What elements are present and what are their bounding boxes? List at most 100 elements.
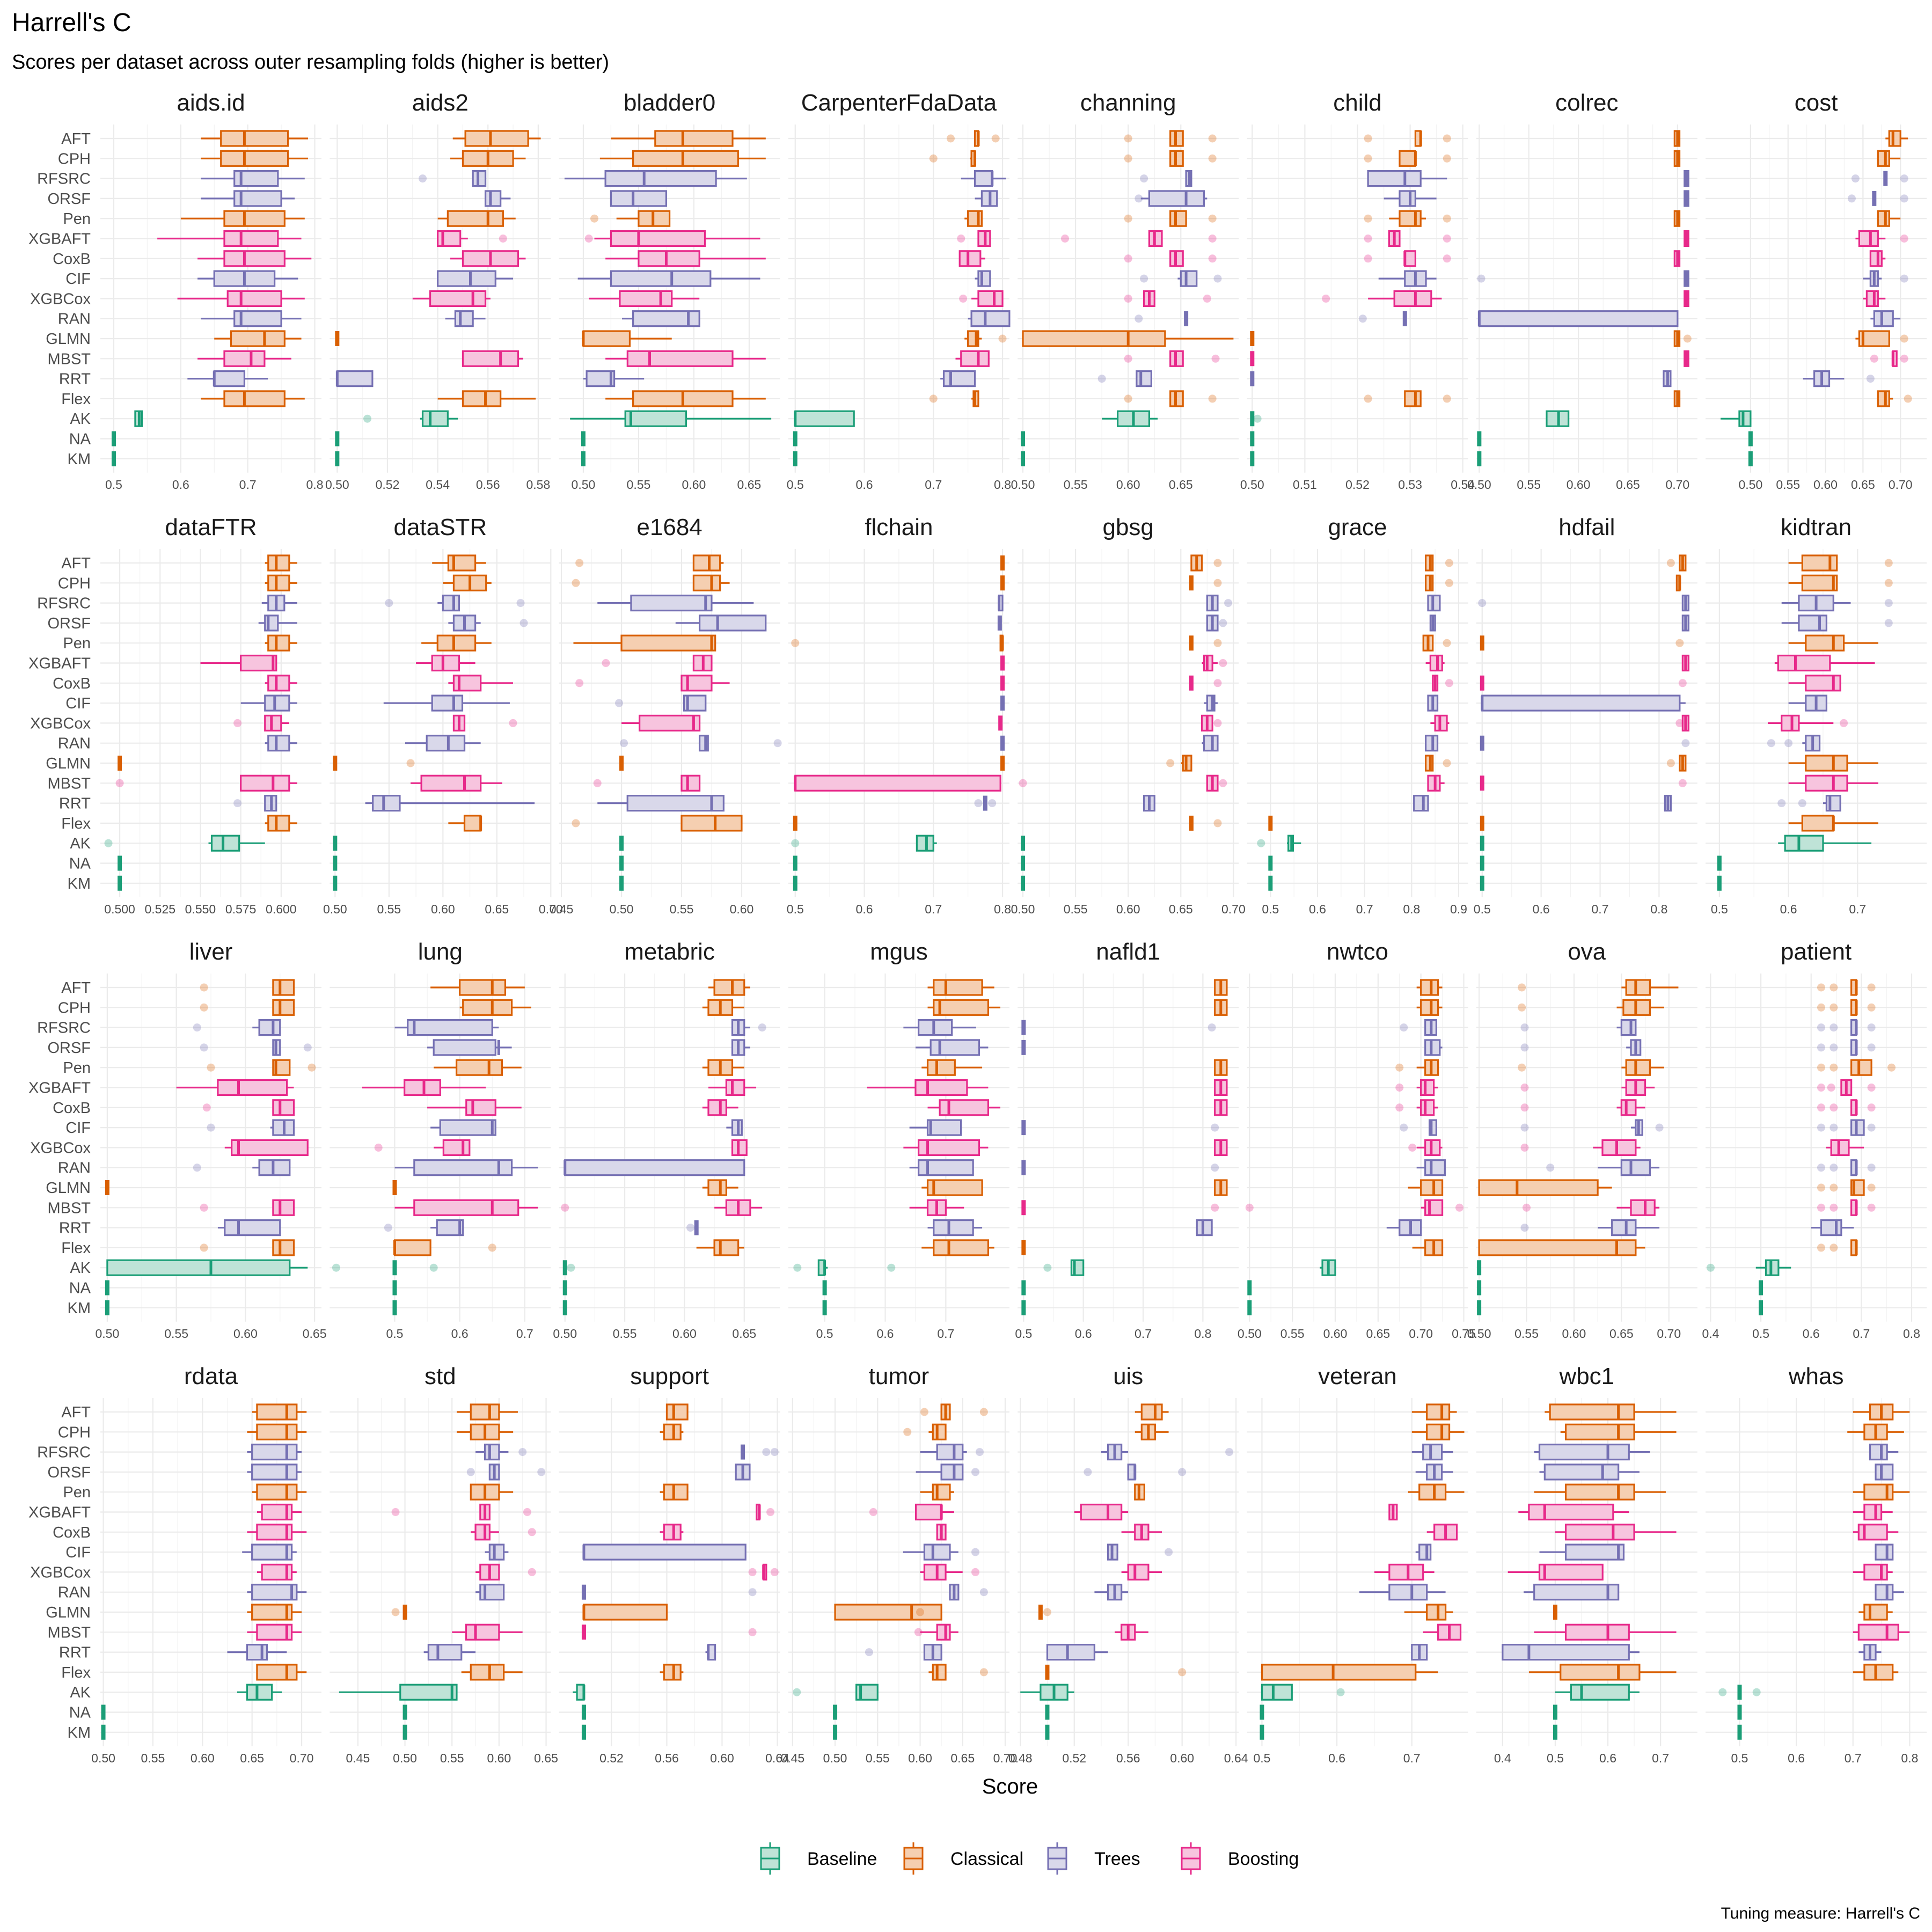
iqr-box [1825,794,1841,812]
iqr-box [1781,714,1800,732]
outlier-point [1208,394,1217,403]
box-flex [1673,390,1681,407]
iqr-box [251,1463,298,1481]
box-rrt [187,370,268,387]
outlier-point [1784,739,1793,748]
box-rrt [1663,370,1672,387]
y-label-orsf: ORSF [47,191,91,208]
outlier-point [748,1628,757,1636]
y-label-xgbaft: XGBAFT [28,655,91,672]
box-glmn [1408,1179,1444,1196]
y-label-flex: Flex [61,1240,91,1257]
x-tick-label: 0.8 [1650,902,1667,916]
outlier-point [1213,719,1222,727]
y-label-ran: RAN [58,1584,91,1601]
box-flex [200,1239,295,1256]
box-cif [485,1543,509,1561]
iqr-box [620,634,716,652]
box-rfsrc [1140,170,1192,187]
iqr-box [1127,1563,1150,1580]
x-tick-label: 0.7 [1845,1751,1862,1765]
legend: Baseline Classical Trees Boosting [760,1842,1299,1875]
outlier-point [1817,1003,1825,1012]
iqr-box [583,1543,747,1561]
outlier-point [1364,214,1372,223]
outlier-point [1211,354,1220,363]
box-rrt [705,1644,716,1661]
outlier-point [959,294,968,303]
x-tick-label: 0.60 [682,478,706,492]
strip-label: e1684 [636,514,702,540]
box-orsf [610,190,668,207]
outlier-point [1060,235,1069,243]
box-coxb [1395,1099,1438,1116]
iqr-box [106,1259,291,1276]
x-tick-label: 0.8 [1903,1327,1920,1341]
iqr-box [1784,835,1824,852]
iqr-box [413,1199,519,1216]
strip-label: support [630,1363,709,1389]
box-glmn [1817,1179,1876,1196]
x-tick-label: 0.5 [787,902,804,916]
panel-aids2: aids2 0.50 0.52 0.54 0.56 0.58 [325,90,551,492]
box-mbst [1684,350,1689,367]
outlier-point [1829,1123,1838,1132]
box-mbst [794,774,1001,792]
outlier-point [1900,194,1908,203]
box-mbst [955,350,990,367]
box-mbst [1019,774,1227,792]
box-rrt [974,795,997,811]
outlier-point [1443,154,1451,163]
box-rrt [365,794,535,812]
box-glmn [834,1604,942,1621]
y-label-flex: Flex [61,1664,91,1681]
box-flex [696,1239,744,1256]
y-label-cif: CIF [65,1544,91,1561]
box-cif [1140,270,1222,287]
iqr-box [626,794,724,812]
outlier-point [1817,1203,1825,1212]
panel-nafld1: nafld1 0.5 0.6 0.7 0.8 [1015,939,1239,1341]
box-cph [1364,150,1451,167]
iqr-box [960,350,990,367]
box-xgbcox [1322,290,1442,308]
box-xgbcox [475,1563,536,1580]
outlier-point [1443,134,1451,143]
box-aft [452,130,541,147]
box-aft [611,130,766,147]
iqr-box [933,979,983,996]
box-coxb [1364,250,1451,267]
panel-whas: whas 0.5 0.6 0.7 0.8 [1706,1363,1927,1765]
iqr-box [484,1444,500,1461]
iqr-box [267,574,290,591]
iqr-box [1858,230,1879,247]
y-label-pen: Pen [63,635,91,652]
iqr-box [258,1019,281,1036]
box-cif [1481,694,1686,712]
panel-tumor: tumor 0.45 0.50 0.55 0.60 0.65 0.70 [780,1363,1017,1765]
box-glmn [1788,755,1878,772]
outlier-point [1817,1123,1825,1132]
x-tick-label: 0.55 [1280,1327,1305,1341]
box-aft [1214,979,1228,996]
outlier-point [1847,194,1856,203]
outlier-point [1829,1043,1838,1052]
box-mbst [593,774,701,792]
box-glmn [582,330,672,347]
x-tick-label: 0.7 [516,1327,533,1341]
outlier-point [1817,1084,1825,1092]
box-ak [1546,410,1570,427]
x-tick-label: 0.50 [1238,1327,1262,1341]
y-label-cif: CIF [65,270,91,288]
box-ak [791,835,937,852]
box-ran [1359,1584,1446,1601]
outlier-point [979,1668,988,1677]
x-tick-label: 0.50 [610,902,634,916]
box-glmn [1038,1605,1051,1620]
gridlines [1018,549,1239,897]
outlier-point [1400,1123,1408,1132]
box-coxb [1520,1099,1645,1116]
box-xgbcox [621,714,701,732]
outlier-point [584,235,593,243]
outlier-point [202,1103,211,1112]
